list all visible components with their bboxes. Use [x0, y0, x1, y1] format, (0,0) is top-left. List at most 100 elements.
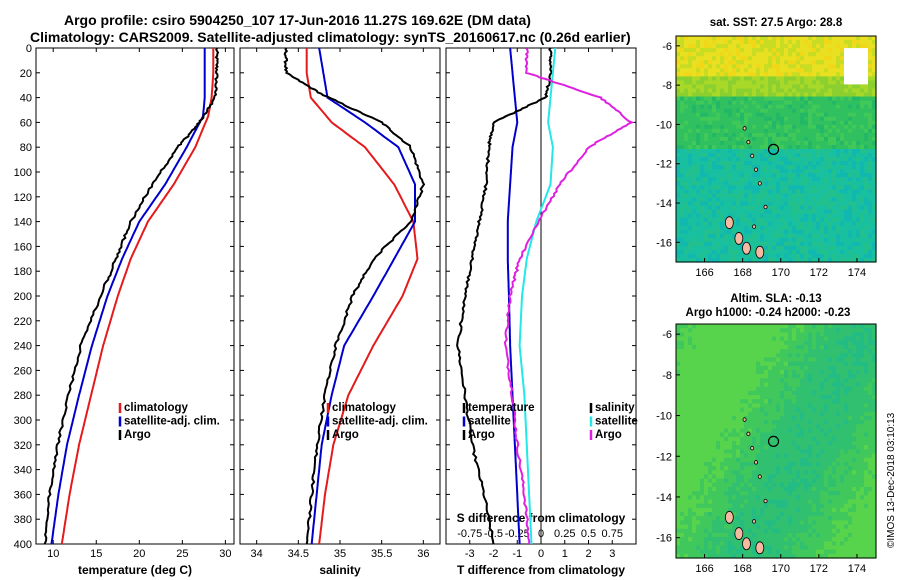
map-cell — [864, 386, 869, 392]
map-cell — [732, 213, 737, 219]
map-cell — [732, 365, 737, 371]
map-cell — [692, 449, 697, 455]
map-cell — [724, 205, 729, 211]
map-cell — [716, 374, 721, 379]
map-cell — [844, 340, 849, 346]
map-cell — [728, 382, 733, 388]
map-cell — [820, 390, 825, 396]
map-xtick-label: 174 — [848, 267, 866, 279]
map-cell — [804, 233, 809, 239]
map-cell — [720, 403, 725, 409]
map-cell — [736, 386, 741, 392]
map-cell — [680, 177, 685, 182]
map-cell — [864, 44, 869, 49]
map-cell — [792, 386, 797, 392]
map-cell — [704, 221, 709, 227]
map-cell — [844, 349, 849, 354]
map-cell — [832, 432, 837, 438]
map-cell — [812, 336, 817, 342]
map-ytick-label: -8 — [662, 80, 672, 92]
map-cell — [712, 136, 717, 142]
map-cell — [684, 64, 689, 69]
map-cell — [828, 361, 833, 367]
map-cell — [724, 340, 729, 346]
map-cell — [860, 466, 865, 471]
map-cell — [752, 189, 757, 194]
map-cell — [860, 149, 865, 154]
difference-profile-panel: -3 -2 -1 0 1 2 3T difference from climatologyS… — [445, 47, 638, 577]
map-cell — [796, 457, 801, 463]
map-cell — [844, 88, 849, 94]
map-cell — [712, 108, 717, 114]
map-cell — [700, 225, 705, 231]
map-cell — [816, 365, 821, 371]
map-cell — [852, 365, 857, 371]
map-cell — [864, 116, 869, 122]
map-cell — [776, 64, 781, 69]
map-cell — [680, 136, 685, 142]
map-cell — [752, 428, 757, 434]
map-cell — [752, 132, 757, 138]
map-cell — [760, 72, 765, 77]
map-cell — [728, 233, 733, 239]
map-cell — [720, 72, 725, 77]
map-cell — [736, 68, 741, 73]
map-cell — [752, 361, 757, 367]
map-cell — [808, 92, 813, 98]
map-cell — [696, 453, 701, 459]
map-cell — [836, 349, 841, 354]
map-cell — [800, 229, 805, 235]
map-cell — [852, 386, 857, 392]
map-cell — [740, 474, 745, 480]
map-cell — [848, 145, 853, 150]
map-cell — [732, 153, 737, 158]
map-cell — [776, 386, 781, 392]
map-cell — [796, 40, 801, 45]
map-cell — [820, 48, 825, 53]
map-cell — [676, 441, 681, 446]
map-cell — [840, 324, 845, 329]
map-cell — [788, 140, 793, 146]
map-cell — [868, 245, 873, 251]
map-cell — [696, 76, 701, 81]
map-cell — [796, 253, 801, 259]
map-cell — [872, 403, 877, 409]
map-cell — [848, 221, 853, 227]
map-cell — [832, 395, 837, 400]
map-cell — [724, 128, 729, 134]
map-cell — [740, 441, 745, 446]
map-cell — [796, 60, 801, 65]
map-cell — [848, 124, 853, 130]
map-cell — [848, 213, 853, 219]
map-cell — [684, 56, 689, 61]
map-cell — [708, 153, 713, 158]
map-cell — [784, 84, 789, 89]
map-cell — [852, 177, 857, 182]
map-cell — [728, 40, 733, 45]
map-cell — [812, 324, 817, 329]
map-cell — [812, 48, 817, 53]
map-cell — [768, 382, 773, 388]
map-cell — [804, 189, 809, 194]
map-cell — [784, 461, 789, 467]
map-cell — [828, 140, 833, 146]
map-cell — [792, 209, 797, 215]
map-cell — [832, 201, 837, 207]
map-cell — [824, 161, 829, 166]
map-cell — [780, 181, 785, 186]
map-cell — [752, 349, 757, 354]
map-cell — [688, 213, 693, 219]
map-cell — [828, 441, 833, 446]
map-cell — [796, 382, 801, 388]
map-cell — [676, 249, 681, 255]
map-cell — [844, 96, 849, 102]
map-cell — [852, 328, 857, 333]
map-cell — [716, 173, 721, 178]
map-cell — [736, 189, 741, 194]
map-cell — [760, 357, 765, 363]
map-cell — [724, 140, 729, 146]
s-tick-label: -0.25 — [505, 528, 530, 540]
map-cell — [768, 241, 773, 247]
map-cell — [784, 441, 789, 446]
